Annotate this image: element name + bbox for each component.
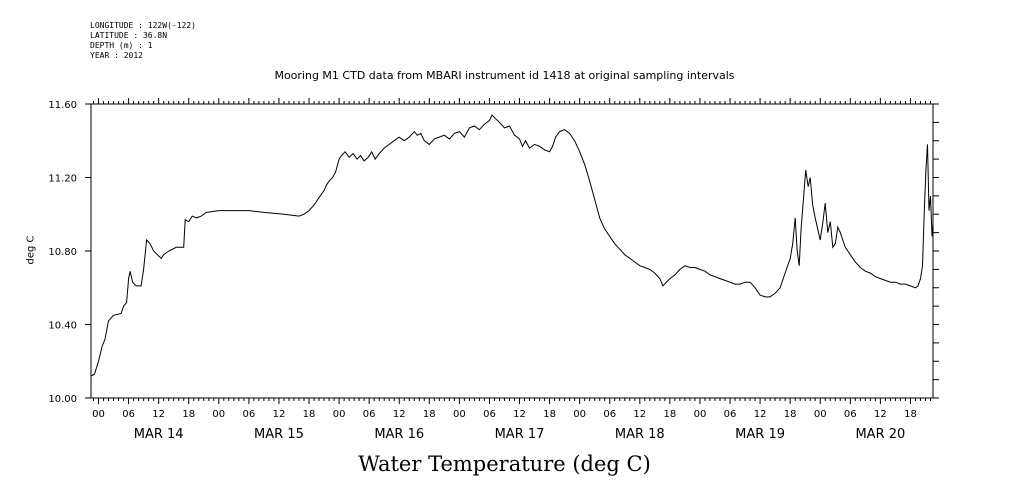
y-tick-label: 10.40 [48, 321, 77, 332]
latitude-text: LATITUDE : 36.8N [90, 31, 168, 40]
x-hour-label: 00 [573, 409, 586, 420]
year-text: YEAR : 2012 [90, 51, 143, 60]
series-line [90, 114, 934, 377]
x-hour-label: 06 [483, 409, 496, 420]
x-hour-label: 00 [92, 409, 105, 420]
x-hour-label: 12 [513, 409, 526, 420]
y-tick-label: 11.20 [48, 174, 77, 185]
x-hour-label: 18 [784, 409, 797, 420]
plot-frame [90, 103, 934, 399]
y-tick-label: 10.80 [48, 247, 77, 258]
x-hour-label: 18 [543, 409, 556, 420]
x-hour-label: 00 [333, 409, 346, 420]
x-date-label: MAR 19 [735, 427, 785, 442]
minor-ticks [93, 98, 931, 404]
x-hour-label: 06 [844, 409, 857, 420]
x-hour-label: 06 [363, 409, 376, 420]
x-hour-label: 18 [423, 409, 436, 420]
x-hour-label: 18 [182, 409, 195, 420]
y-tick-label: 11.60 [48, 100, 77, 111]
x-hour-label: 12 [754, 409, 767, 420]
x-hour-label: 12 [152, 409, 165, 420]
depth-text: DEPTH (m) : 1 [90, 41, 153, 50]
x-hour-label: 00 [212, 409, 225, 420]
x-date-label: MAR 17 [495, 427, 545, 442]
metadata-block: LONGITUDE : 122W(-122) LATITUDE : 36.8N … [90, 21, 196, 61]
x-ticks: 00 06 12 18 00 06 12 18 00 06 12 18 00 06 12 18 00 06 12 18… [92, 409, 917, 442]
x-date-label: MAR 18 [615, 427, 665, 442]
x-hour-label: 18 [904, 409, 917, 420]
longitude-text: LONGITUDE : 122W(-122) [90, 21, 196, 30]
y-ticks: 10.00 10.40 10.80 11.20 11.60 [48, 100, 939, 405]
x-hour-label: 18 [303, 409, 316, 420]
x-hour-label: 18 [664, 409, 677, 420]
x-hour-label: 00 [694, 409, 707, 420]
x-hour-label: 12 [273, 409, 286, 420]
y-tick-label: 10.00 [48, 394, 77, 405]
x-hour-label: 12 [874, 409, 887, 420]
x-hour-label: 06 [243, 409, 256, 420]
x-hour-label: 06 [122, 409, 135, 420]
x-hour-label: 00 [453, 409, 466, 420]
x-date-label: MAR 16 [374, 427, 424, 442]
x-axis-label: Water Temperature (deg C) [358, 452, 651, 476]
chart-title: Mooring M1 CTD data from MBARI instrumen… [274, 69, 735, 82]
x-date-label: MAR 15 [254, 427, 304, 442]
x-hour-label: 06 [603, 409, 616, 420]
x-date-label: MAR 20 [855, 427, 905, 442]
x-hour-label: 12 [633, 409, 646, 420]
x-hour-label: 00 [814, 409, 827, 420]
x-hour-label: 12 [393, 409, 406, 420]
x-hour-label: 06 [724, 409, 737, 420]
x-date-label: MAR 14 [134, 427, 184, 442]
